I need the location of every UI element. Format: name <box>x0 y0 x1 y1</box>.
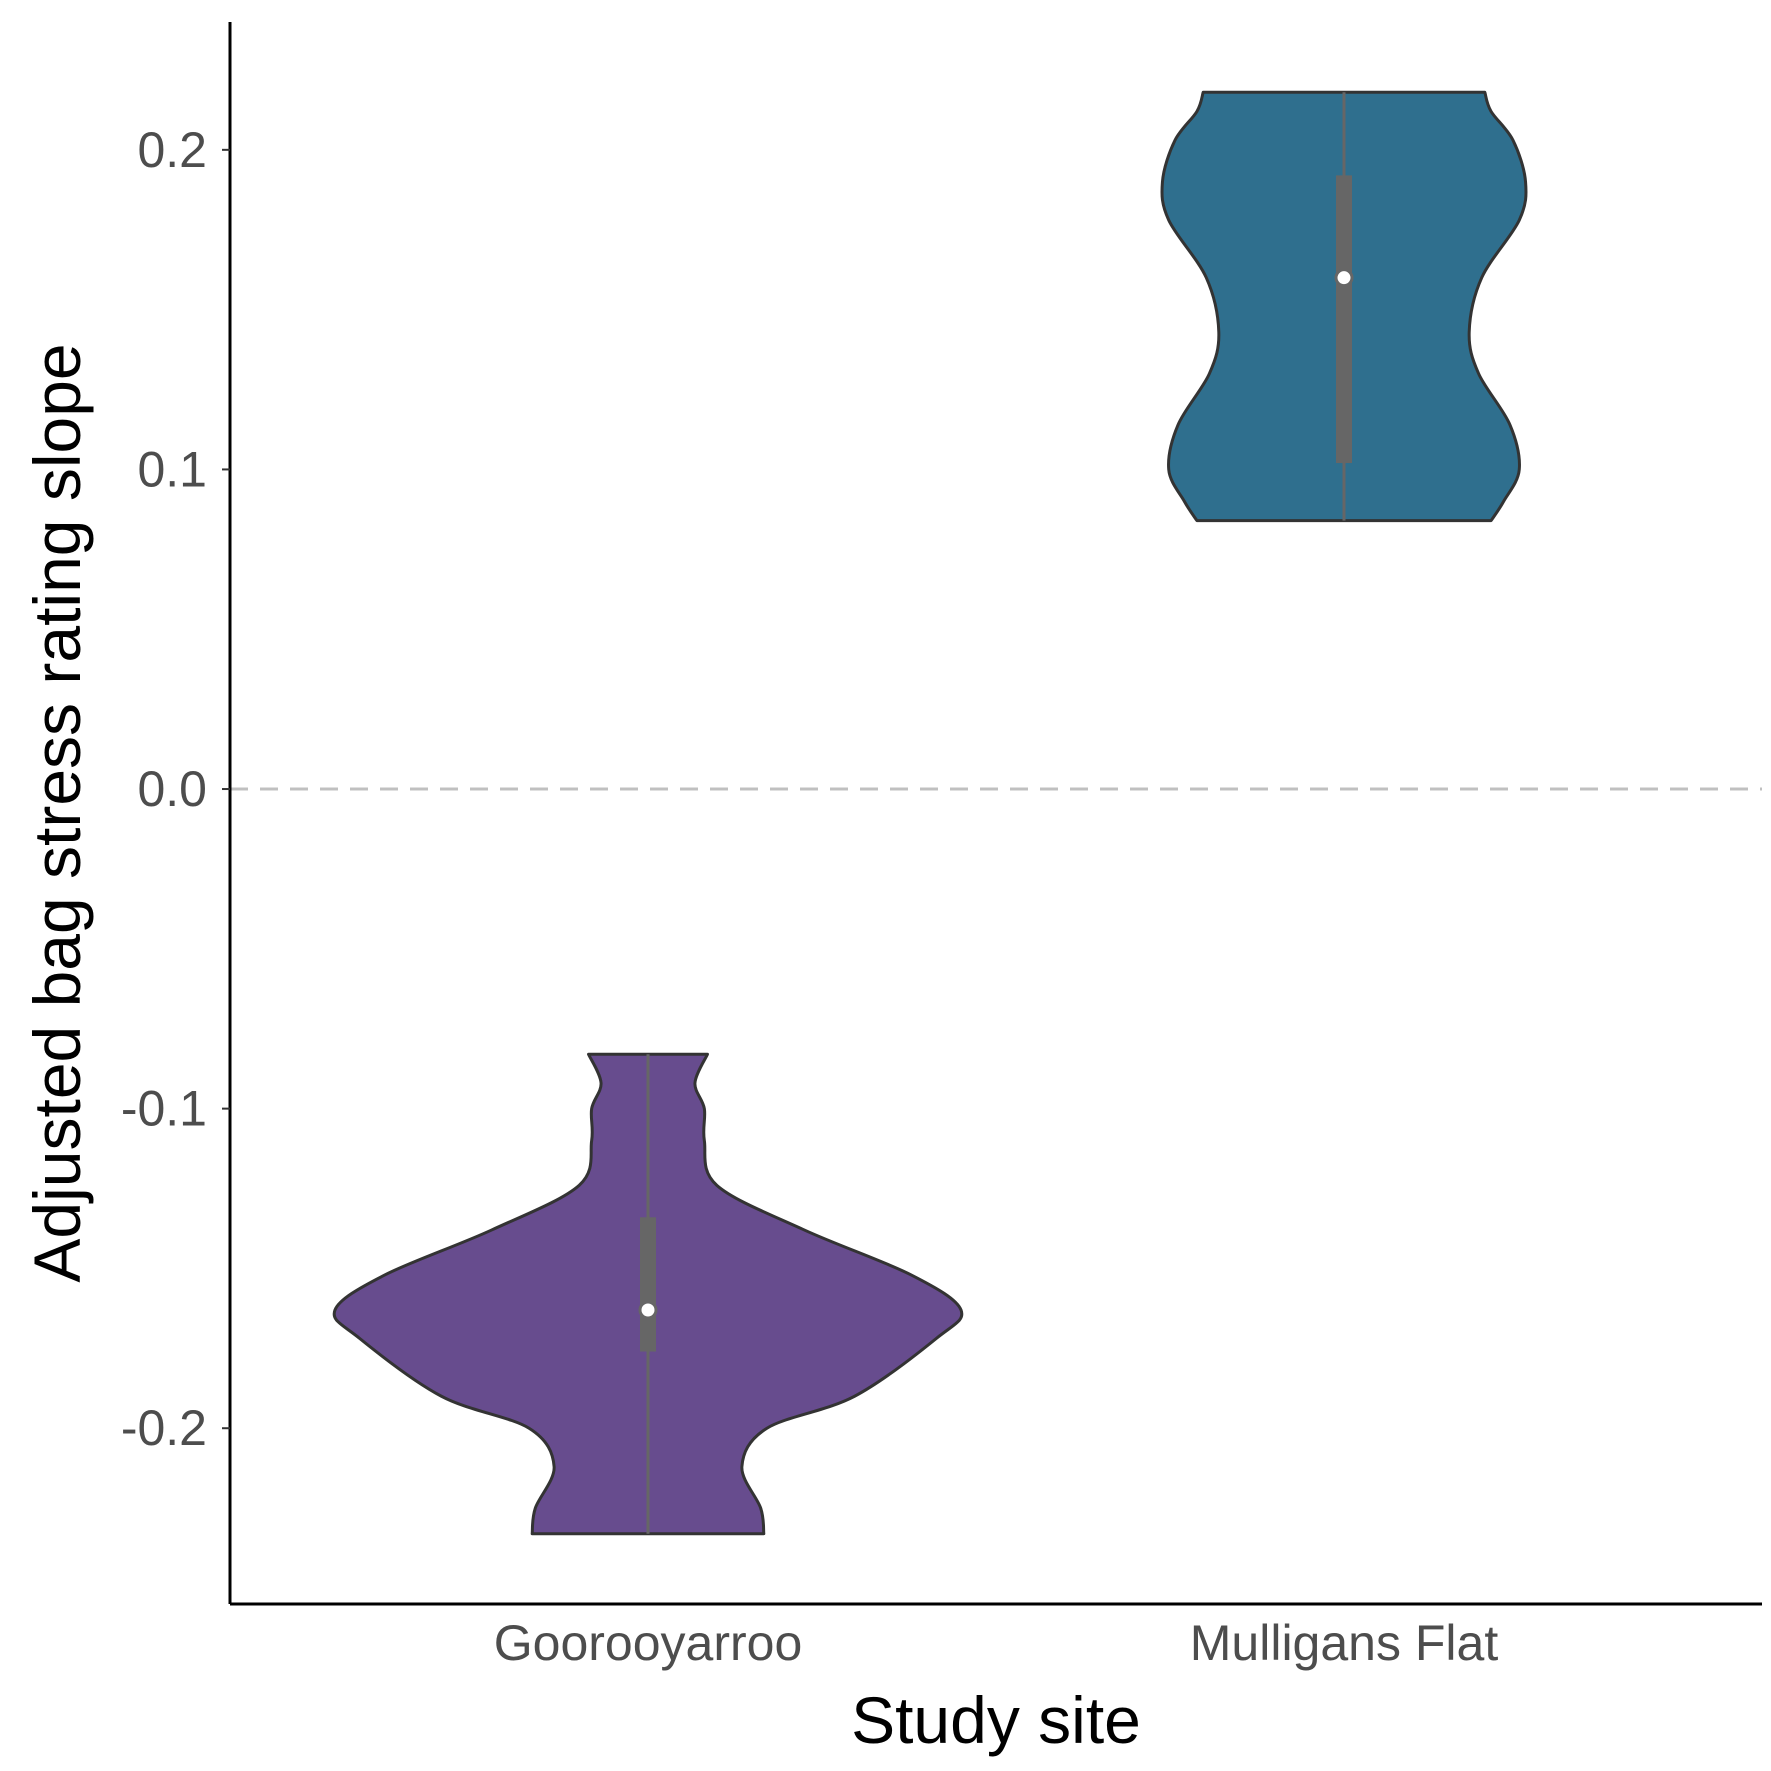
y-tick-label: -0.2 <box>121 1400 207 1456</box>
y-tick-label: -0.1 <box>121 1081 207 1137</box>
x-tick-label: Mulligans Flat <box>1190 1615 1499 1671</box>
median-dot-goorooyarroo <box>638 1300 658 1320</box>
y-tick-label: 0.0 <box>137 761 207 817</box>
median-dot-mulligans-flat <box>1334 268 1354 288</box>
x-tick-labels: Goorooyarroo Mulligans Flat <box>494 1615 1499 1671</box>
y-tick-label: 0.2 <box>137 122 207 178</box>
iqr-box-goorooyarroo <box>640 1217 656 1352</box>
iqr-box-mulligans-flat <box>1336 175 1352 464</box>
plot-area <box>230 90 1762 1536</box>
y-axis-title: Adjusted bag stress rating slope <box>20 343 94 1282</box>
y-tick-label: 0.1 <box>137 441 207 497</box>
axes <box>228 22 1762 1606</box>
x-tick-label: Goorooyarroo <box>494 1615 803 1671</box>
x-axis-title: Study site <box>851 1683 1141 1757</box>
y-tick-labels: 0.2 0.1 0.0 -0.1 -0.2 <box>121 122 230 1456</box>
